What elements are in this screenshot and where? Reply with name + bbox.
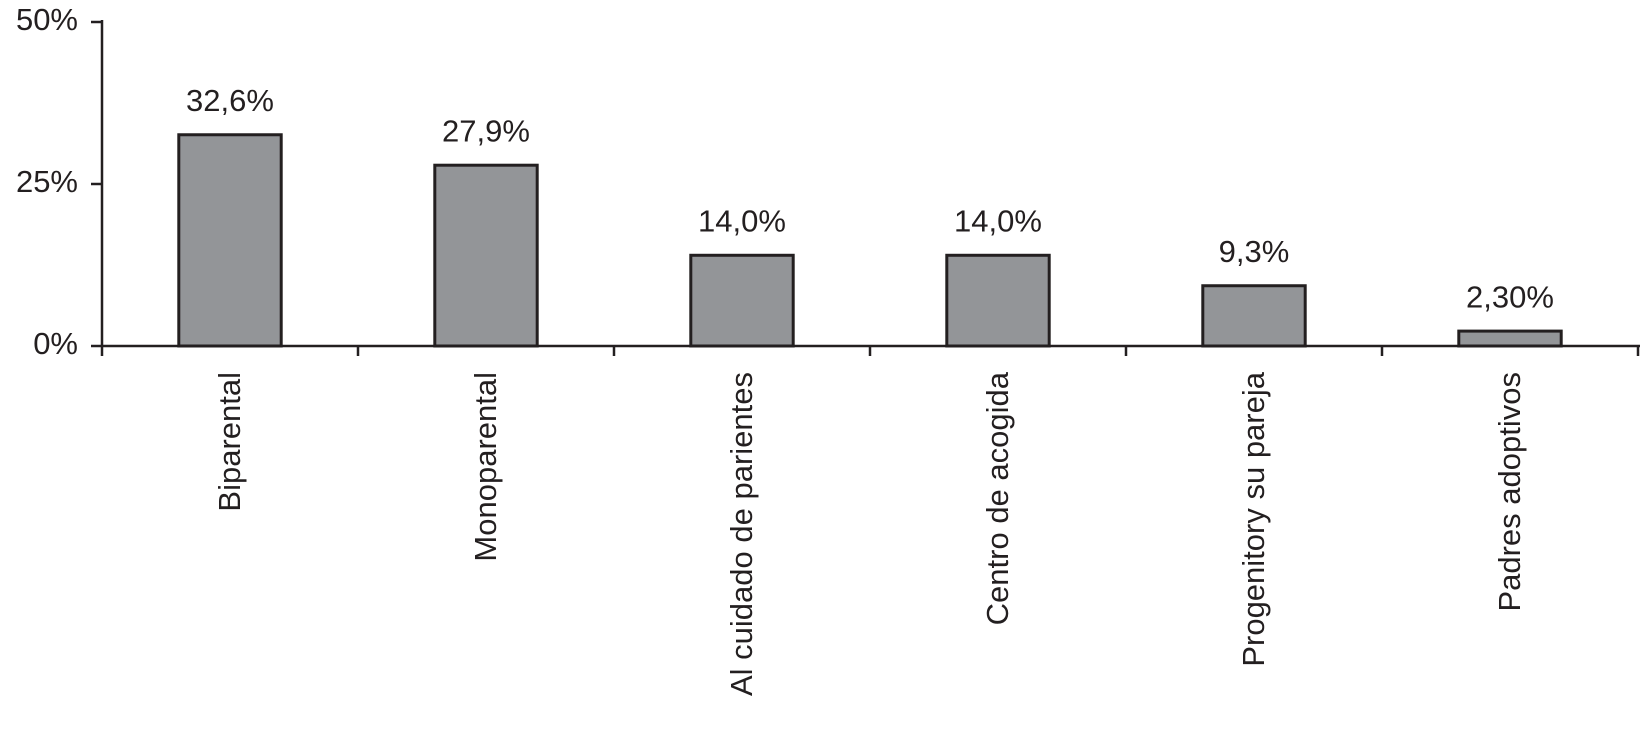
bar [945, 253, 1051, 348]
x-tick-label-box: Centro de acogida [980, 372, 1015, 626]
value-label: 32,6% [186, 83, 274, 118]
x-tick-label-box: Monoparental [468, 372, 503, 562]
y-tick-label: 25% [16, 164, 78, 199]
x-tick-label-box: Progenitory su pareja [1236, 372, 1271, 667]
x-tick-label-box: Al cuidado de parientes [724, 372, 759, 697]
value-label: 9,3% [1219, 234, 1290, 269]
bar [433, 163, 539, 348]
x-tick-label-box: Biparental [212, 372, 247, 512]
value-label: 14,0% [698, 203, 786, 238]
bar [689, 253, 795, 348]
y-tick-label: 0% [33, 326, 78, 361]
x-tick-label: Monoparental [468, 372, 503, 562]
bar [1201, 284, 1307, 348]
x-tick-label: Biparental [212, 372, 247, 512]
x-tick-label: Padres adoptivos [1492, 372, 1527, 612]
y-tick-label: 50% [16, 2, 78, 37]
value-label: 14,0% [954, 203, 1042, 238]
x-tick-label: Al cuidado de parientes [724, 372, 759, 697]
x-tick-label: Progenitory su pareja [1236, 372, 1271, 667]
value-label: 27,9% [442, 113, 530, 148]
value-label: 2,30% [1466, 279, 1554, 314]
bar [177, 133, 283, 348]
x-tick-label-box: Padres adoptivos [1492, 372, 1527, 612]
x-tick-label: Centro de acogida [980, 372, 1015, 626]
bar [1457, 329, 1563, 348]
